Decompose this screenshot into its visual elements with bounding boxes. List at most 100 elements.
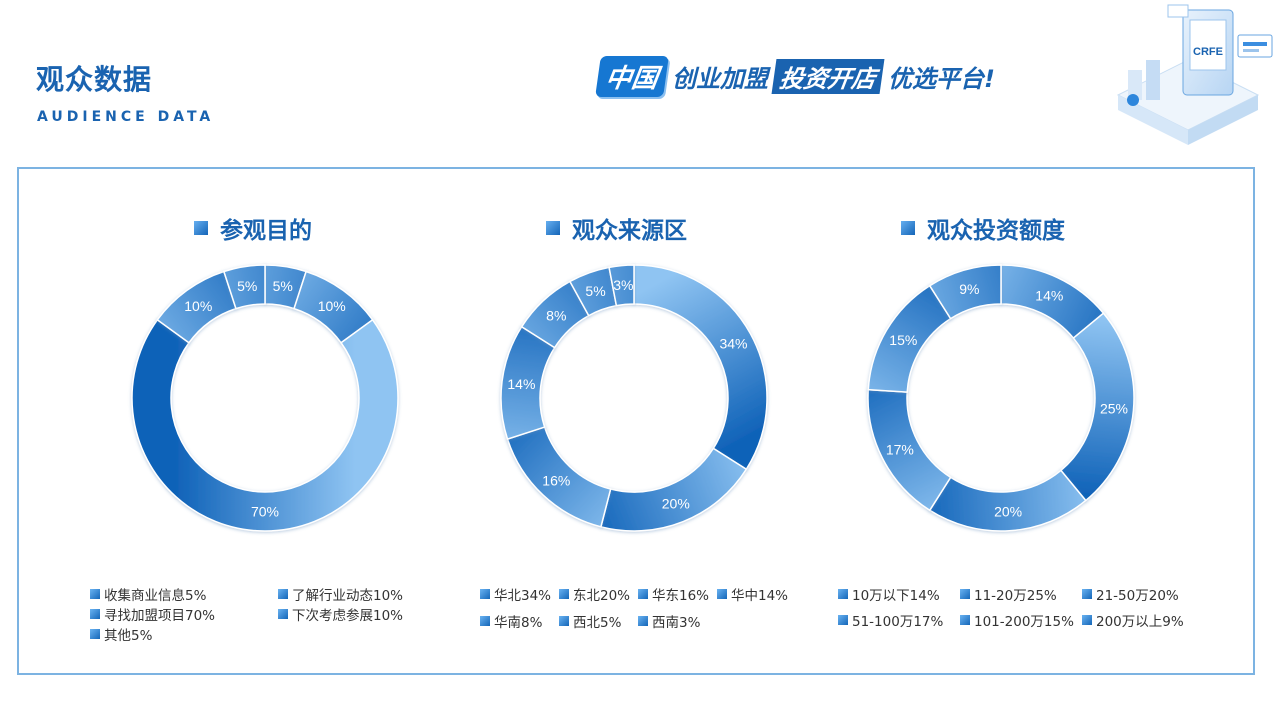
slice-label: 25% — [1100, 401, 1128, 417]
legend-label: 了解行业动态10% — [292, 588, 404, 604]
slice-label: 10% — [184, 298, 212, 314]
legend-swatch-icon — [960, 615, 970, 625]
title-marker-icon — [901, 221, 915, 235]
chart-3-title-text: 观众投资额度 — [927, 218, 1065, 244]
legend-swatch-icon — [480, 589, 490, 599]
legend-label: 寻找加盟项目70% — [104, 608, 216, 624]
legend-swatch-icon — [90, 589, 100, 599]
title-marker-icon — [194, 221, 208, 235]
slice-label: 14% — [507, 376, 535, 392]
legend-item: 华中14% — [717, 584, 788, 604]
legend-swatch-icon — [960, 589, 970, 599]
slice-label: 16% — [542, 473, 570, 489]
slice-label: 70% — [251, 504, 279, 520]
slice-label: 9% — [959, 281, 979, 297]
donut-chart-investment: 14% 25% 20% 17% 15% 9% — [867, 264, 1135, 532]
slice-label: 34% — [719, 335, 747, 351]
legend-item: 101-200万15% — [960, 610, 1074, 630]
legend-item: 西南3% — [638, 611, 700, 631]
charts-panel — [17, 167, 1255, 675]
slice-label: 15% — [889, 332, 917, 348]
legend-label: 西南3% — [652, 615, 701, 631]
legend-label: 10万以下14% — [852, 588, 940, 604]
legend-swatch-icon — [559, 616, 569, 626]
donut-slice — [633, 264, 768, 471]
legend-item: 收集商业信息5% — [90, 584, 206, 604]
title-marker-icon — [546, 221, 560, 235]
donut-slice — [928, 264, 1002, 320]
legend-label: 101-200万15% — [974, 614, 1074, 630]
slice-label: 20% — [662, 496, 690, 512]
legend-item: 华东16% — [638, 584, 709, 604]
slice-label: 14% — [1035, 287, 1063, 303]
legend-item: 下次考虑参展10% — [278, 604, 403, 624]
donut-slice — [600, 447, 748, 532]
legend-item: 了解行业动态10% — [278, 584, 403, 604]
legend-item: 华南8% — [480, 611, 542, 631]
legend-swatch-icon — [838, 615, 848, 625]
legend-swatch-icon — [717, 589, 727, 599]
donut-slice — [608, 264, 635, 307]
legend-label: 11-20万25% — [974, 588, 1057, 604]
slice-label: 17% — [886, 442, 914, 458]
legend-swatch-icon — [480, 616, 490, 626]
legend-label: 21-50万20% — [1096, 588, 1179, 604]
slice-label: 5% — [585, 283, 605, 299]
legend-item: 21-50万20% — [1082, 584, 1179, 604]
slogan-part3: 优选平台! — [888, 65, 995, 93]
slice-label: 8% — [546, 307, 566, 323]
legend-item: 10万以下14% — [838, 584, 940, 604]
legend-label: 其他5% — [104, 628, 153, 644]
legend-label: 华东16% — [652, 588, 710, 604]
slogan-part1: 创业加盟 — [672, 65, 769, 93]
legend-item: 华北34% — [480, 584, 551, 604]
legend-label: 西北5% — [573, 615, 622, 631]
slogan-part2: 投资开店 — [771, 59, 885, 94]
chart-1-title-text: 参观目的 — [220, 218, 312, 244]
page-subtitle: AUDIENCE DATA — [37, 109, 215, 125]
legend-swatch-icon — [278, 589, 288, 599]
legend-swatch-icon — [638, 616, 648, 626]
slice-label: 5% — [273, 278, 293, 294]
legend-swatch-icon — [1082, 589, 1092, 599]
legend-swatch-icon — [90, 629, 100, 639]
donut-slice — [928, 469, 1087, 532]
slice-label: 20% — [994, 503, 1022, 519]
legend-item: 51-100万17% — [838, 610, 943, 630]
slice-label: 10% — [318, 298, 346, 314]
slice-label: 5% — [237, 278, 257, 294]
chart-1-title: 参观目的 — [194, 210, 312, 246]
chart-3-title: 观众投资额度 — [901, 210, 1065, 246]
chart-2-title-text: 观众来源区 — [572, 218, 687, 244]
chart-2-title: 观众来源区 — [546, 210, 687, 246]
donut-chart-region: 34% 20% 16% 14% 8% 5% 3% — [500, 264, 768, 532]
legend-label: 下次考虑参展10% — [292, 608, 404, 624]
legend-label: 收集商业信息5% — [104, 588, 207, 604]
legend-item: 200万以上9% — [1082, 610, 1184, 630]
legend-swatch-icon — [1082, 615, 1092, 625]
legend-label: 华南8% — [494, 615, 543, 631]
legend-label: 200万以上9% — [1096, 614, 1184, 630]
slice-label: 3% — [613, 277, 633, 293]
legend-swatch-icon — [638, 589, 648, 599]
slogan-banner: 中国 创业加盟 投资开店 优选平台! — [595, 56, 995, 97]
legend-item: 11-20万25% — [960, 584, 1057, 604]
page-title: 观众数据 — [36, 63, 153, 96]
legend-swatch-icon — [838, 589, 848, 599]
legend-swatch-icon — [559, 589, 569, 599]
legend-swatch-icon — [90, 609, 100, 619]
legend-label: 华北34% — [494, 588, 552, 604]
donut-slice — [131, 318, 399, 532]
china-logo: 中国 — [595, 56, 669, 97]
legend-item: 寻找加盟项目70% — [90, 604, 215, 624]
legend-item: 西北5% — [559, 611, 621, 631]
crfe-label: CRFE — [1193, 46, 1223, 58]
legend-item: 其他5% — [90, 624, 152, 644]
legend-label: 51-100万17% — [852, 614, 944, 630]
donut-chart-purpose: 5% 10% 70% 10% 5% — [131, 264, 399, 532]
donut-slice — [222, 264, 266, 310]
legend-swatch-icon — [278, 609, 288, 619]
legend-item: 东北20% — [559, 584, 630, 604]
legend-label: 华中14% — [731, 588, 789, 604]
legend-label: 东北20% — [573, 588, 631, 604]
